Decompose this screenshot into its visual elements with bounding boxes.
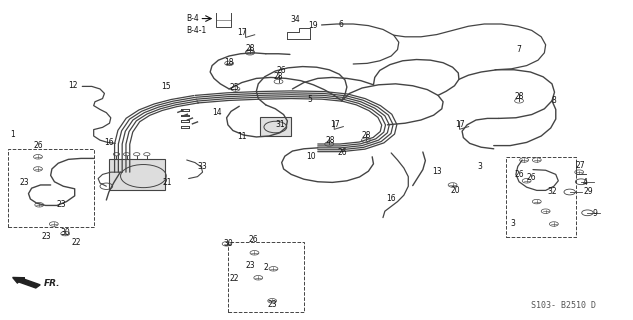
Text: 23: 23	[19, 178, 29, 187]
Text: 17: 17	[454, 120, 465, 129]
Text: 26: 26	[277, 66, 287, 75]
Text: 26: 26	[337, 148, 347, 157]
Text: 30: 30	[223, 239, 233, 248]
Text: 26: 26	[514, 170, 524, 179]
FancyBboxPatch shape	[109, 159, 165, 190]
Text: B-4: B-4	[187, 14, 199, 23]
Text: 8: 8	[551, 96, 556, 105]
Text: 29: 29	[584, 188, 594, 196]
Text: 25: 25	[229, 83, 239, 92]
Text: 34: 34	[290, 15, 300, 24]
Text: 15: 15	[161, 82, 171, 91]
Text: S103- B2510 D: S103- B2510 D	[531, 301, 596, 310]
Text: 1: 1	[10, 130, 15, 139]
Text: 18: 18	[224, 58, 234, 67]
Text: 9: 9	[592, 209, 598, 218]
Text: 19: 19	[308, 21, 318, 30]
Text: FR.: FR.	[44, 279, 61, 288]
Text: 3: 3	[510, 220, 515, 228]
Text: 30: 30	[60, 228, 70, 237]
Text: 28: 28	[245, 44, 255, 53]
Text: 22: 22	[229, 274, 239, 283]
Text: 23: 23	[267, 300, 277, 309]
Text: 28: 28	[361, 131, 371, 140]
Text: 6: 6	[338, 20, 343, 28]
Bar	[506, 157, 576, 237]
Text: 3: 3	[477, 162, 482, 171]
Bar	[8, 149, 94, 227]
Text: 28: 28	[514, 92, 524, 100]
Text: 17: 17	[237, 28, 248, 36]
Text: 23: 23	[246, 261, 256, 270]
Text: 26: 26	[527, 173, 537, 182]
Text: 28: 28	[273, 72, 284, 81]
Text: 33: 33	[197, 162, 208, 171]
Text: 13: 13	[432, 167, 442, 176]
Text: 27: 27	[575, 161, 585, 170]
Text: 31: 31	[275, 120, 285, 129]
Text: 12: 12	[68, 81, 78, 90]
Text: 22: 22	[71, 238, 81, 247]
Text: 23: 23	[41, 232, 51, 241]
Text: 28: 28	[325, 136, 335, 145]
Text: 11: 11	[237, 132, 247, 140]
Text: 23: 23	[56, 200, 66, 209]
Text: 21: 21	[163, 178, 173, 187]
Text: 4: 4	[583, 178, 588, 187]
Text: 20: 20	[451, 186, 461, 195]
Bar	[228, 242, 304, 312]
Text: 14: 14	[212, 108, 222, 116]
Text: B-4-1: B-4-1	[187, 26, 207, 35]
Text: 17: 17	[330, 120, 341, 129]
FancyArrow shape	[13, 277, 40, 288]
Text: 7: 7	[517, 45, 522, 54]
Text: 32: 32	[548, 188, 558, 196]
Text: 26: 26	[33, 141, 43, 150]
Text: 16: 16	[104, 138, 115, 147]
FancyBboxPatch shape	[260, 117, 291, 136]
Text: 10: 10	[306, 152, 316, 161]
Text: 26: 26	[248, 236, 258, 244]
Text: 5: 5	[308, 95, 313, 104]
Text: 2: 2	[263, 263, 268, 272]
Text: 16: 16	[386, 194, 396, 203]
